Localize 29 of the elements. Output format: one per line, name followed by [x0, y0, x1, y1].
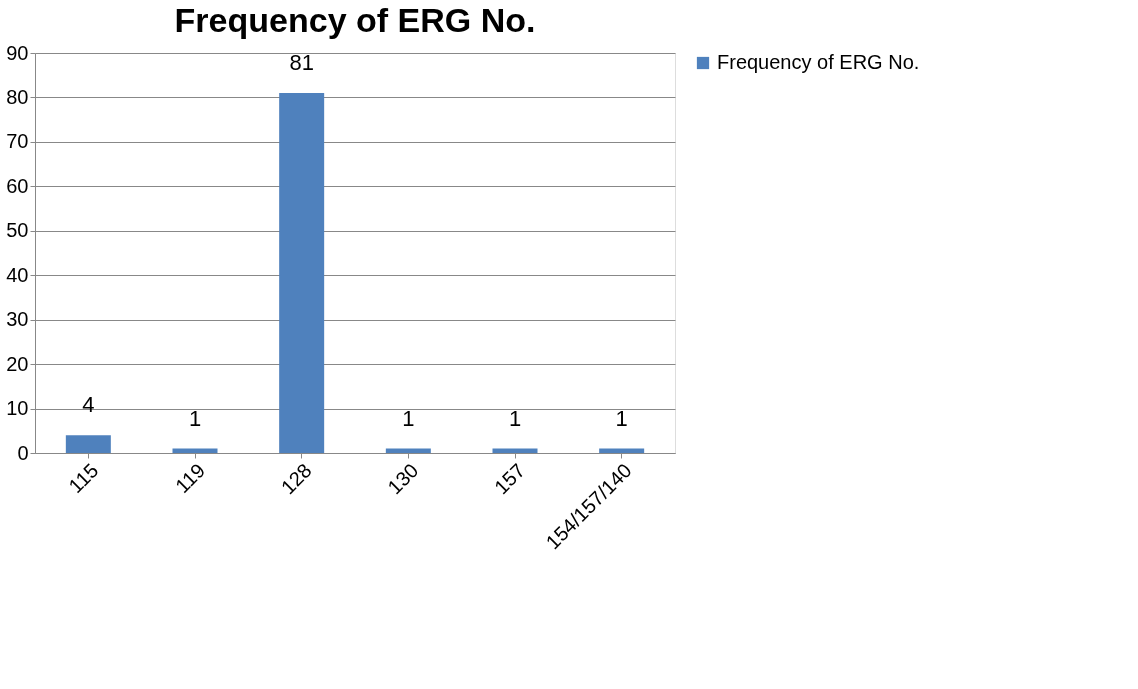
bar	[492, 448, 538, 453]
bar	[385, 448, 431, 453]
bar	[65, 435, 111, 453]
x-tick-label: 130	[383, 459, 423, 499]
y-tick-label: 10	[6, 397, 29, 420]
x-tick-label: 115	[64, 459, 103, 498]
y-tick-label: 0	[17, 441, 29, 464]
y-tick-label: 20	[6, 352, 29, 375]
legend-label: Frequency of ERG No.	[717, 51, 920, 73]
x-tick-label: 119	[171, 459, 210, 498]
y-tick-label: 90	[6, 41, 29, 64]
data-label: 1	[188, 405, 202, 431]
x-tick-label: 128	[276, 459, 316, 499]
y-tick-label: 80	[6, 85, 29, 108]
data-label: 81	[289, 50, 314, 75]
bar	[172, 448, 218, 453]
data-label: 4	[82, 392, 95, 418]
x-tick-label: 157	[489, 459, 530, 499]
y-tick-label: 60	[6, 174, 29, 197]
y-tick-label: 70	[6, 130, 29, 153]
data-label: 1	[508, 405, 522, 431]
data-label: 1	[402, 405, 415, 431]
y-tick-label: 40	[6, 263, 29, 286]
y-tick-label: 30	[6, 308, 29, 331]
bar	[599, 448, 645, 453]
y-tick-label: 50	[6, 219, 29, 242]
chart-title: Frequency of ERG No.	[174, 1, 536, 39]
data-label: 1	[615, 405, 628, 431]
bar	[279, 93, 325, 453]
